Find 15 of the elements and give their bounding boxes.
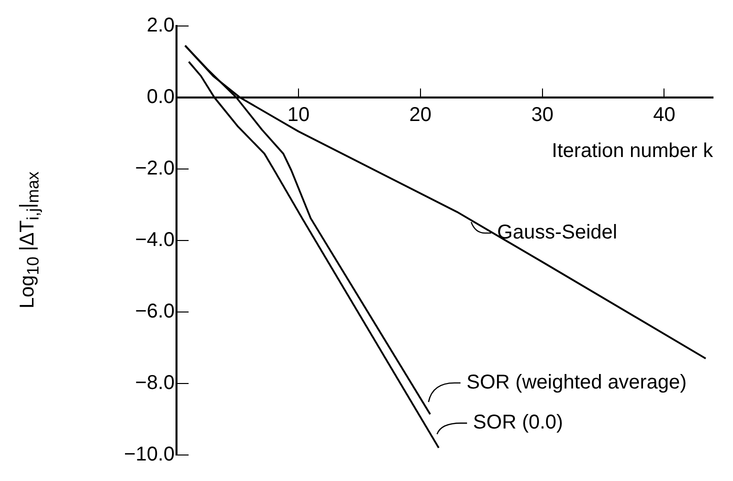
annotation: SOR (0.0) [473, 412, 564, 434]
y-tick-label: 0.0 [146, 86, 175, 108]
x-tick-label: 30 [531, 104, 554, 126]
annotation: Gauss-Seidel [497, 222, 618, 244]
x-axis-title: Iteration number k [552, 140, 714, 162]
y-tick-label: −10.0 [124, 444, 175, 466]
x-tick-label: 40 [653, 104, 676, 126]
y-tick-label: −6.0 [135, 300, 175, 323]
x-tick-label: 20 [409, 104, 432, 126]
x-tick-label: 10 [287, 104, 310, 126]
annotation: SOR (weighted average) [466, 371, 687, 394]
y-tick-label: −8.0 [135, 372, 175, 394]
y-tick-label: −4.0 [135, 229, 175, 252]
y-tick-label: −2.0 [135, 158, 175, 180]
y-tick-label: 2.0 [146, 14, 175, 37]
